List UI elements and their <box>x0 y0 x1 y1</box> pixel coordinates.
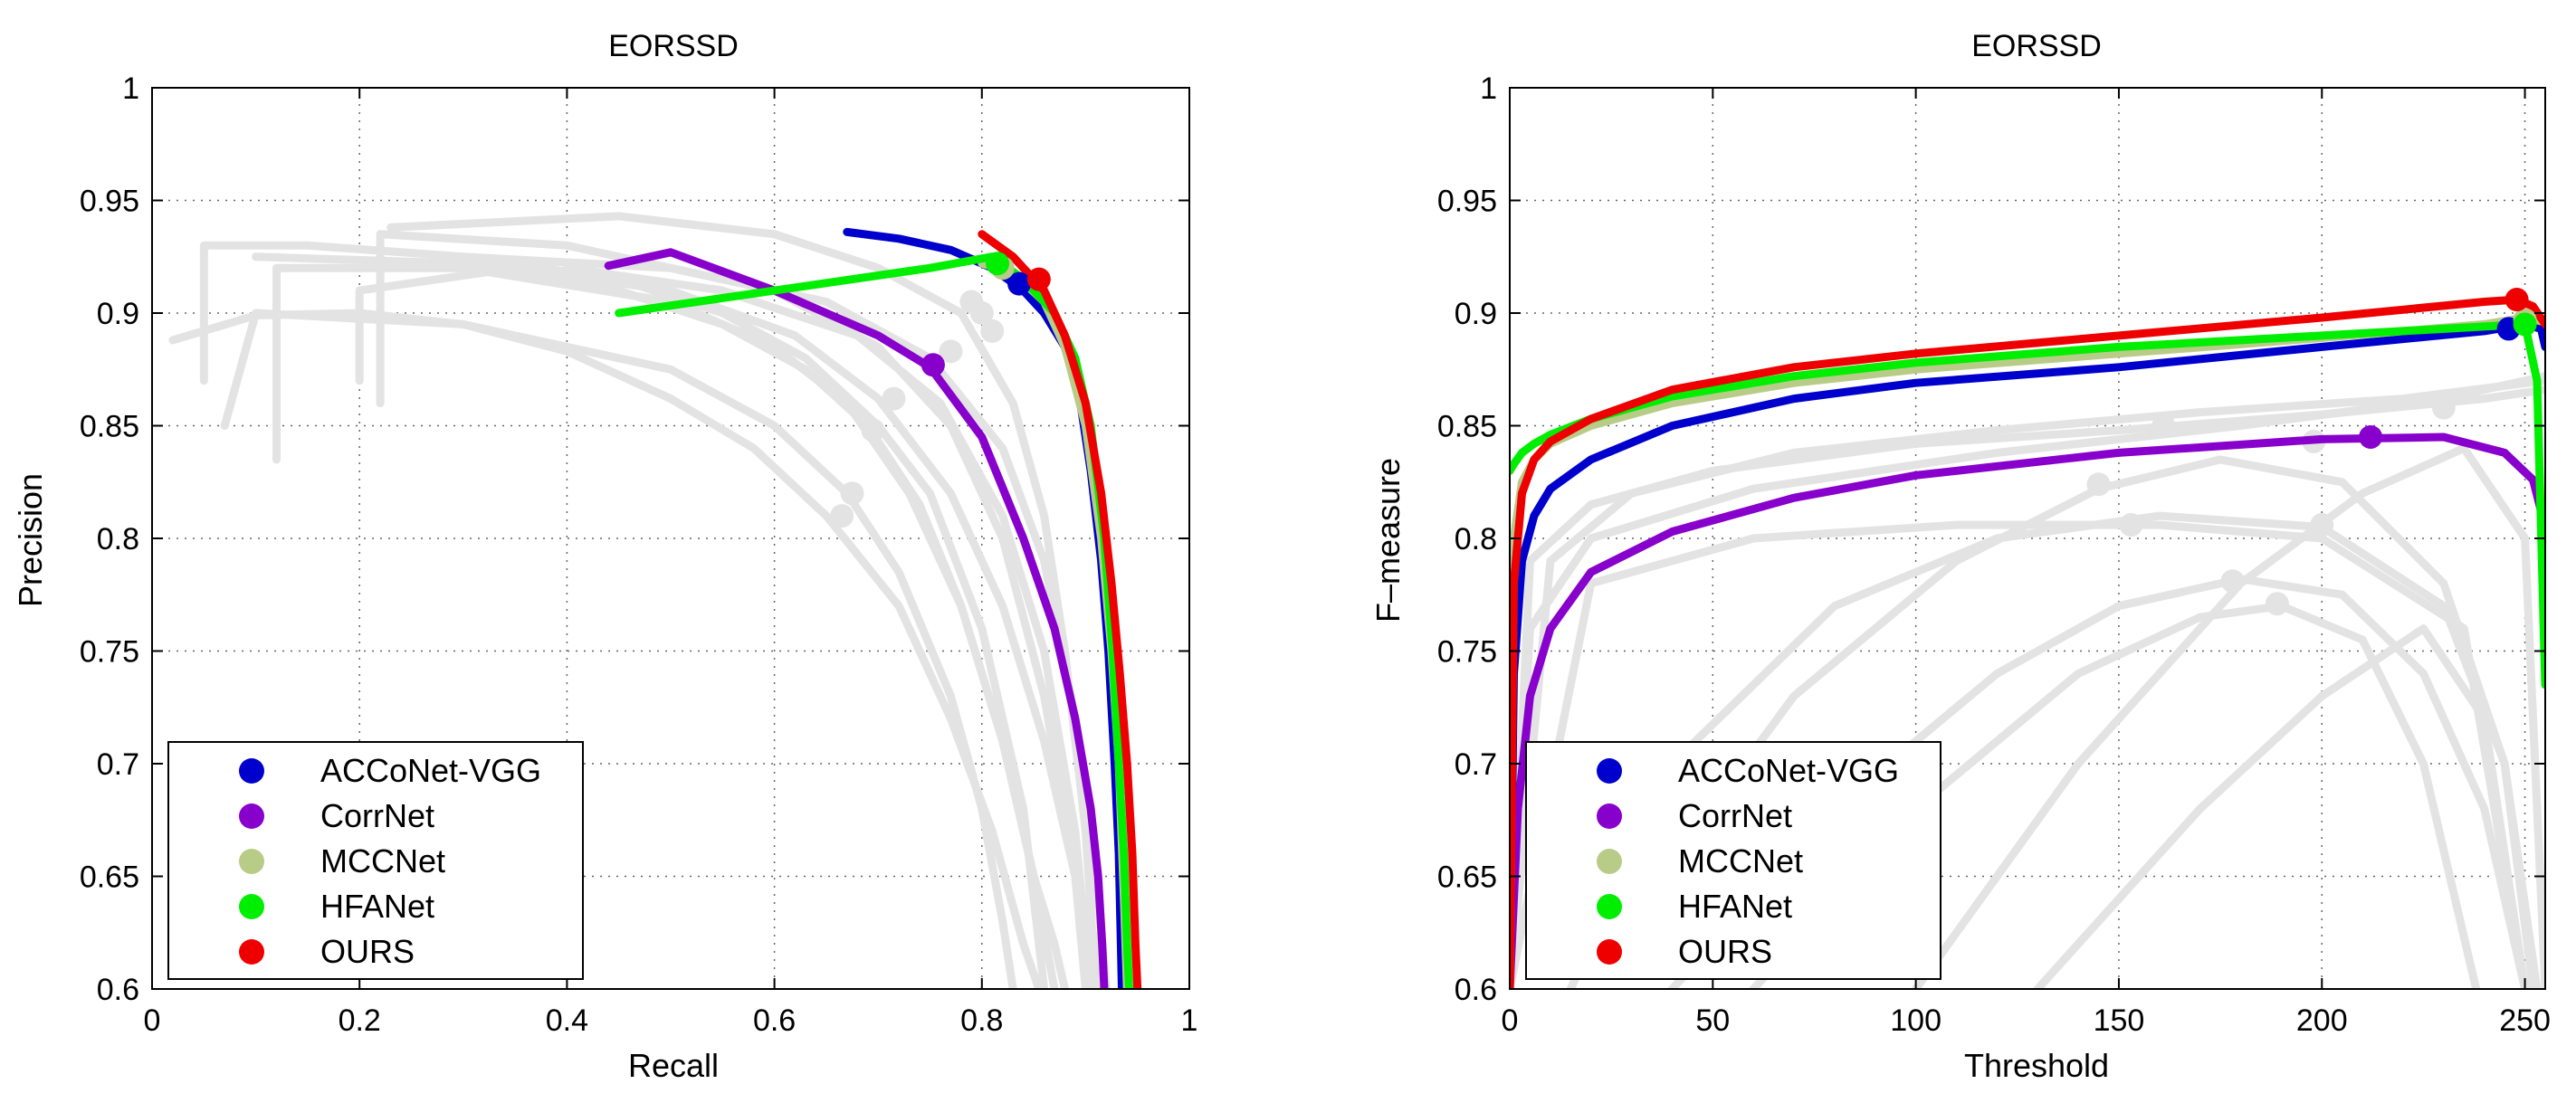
y-tick-label: 0.9 <box>97 297 139 331</box>
background-marker <box>959 290 984 314</box>
y-tick-label: 0.7 <box>1455 747 1497 782</box>
legend-marker <box>239 849 264 874</box>
legend-entry-label: OURS <box>1678 933 1772 970</box>
background-marker <box>2119 513 2143 537</box>
x-tick-label: 50 <box>1695 1003 1730 1038</box>
x-tick-label: 200 <box>2296 1003 2348 1038</box>
y-tick-label: 1 <box>122 71 139 106</box>
y-tick-label: 1 <box>1480 71 1497 106</box>
background-series-line <box>1749 602 2481 989</box>
legend-entry-label: CorrNet <box>320 797 434 834</box>
legend-entry-label: ACCoNet-VGG <box>1678 752 1899 789</box>
background-series-line <box>252 252 1069 989</box>
series-marker-hfanet <box>2513 312 2537 337</box>
series-marker-acconet-vgg <box>1007 271 1032 296</box>
legend-marker <box>1597 758 1622 784</box>
background-marker <box>2310 513 2334 537</box>
y-tick-label: 0.8 <box>97 522 139 556</box>
legend-entry-label: HFANet <box>320 888 434 925</box>
y-tick-label: 0.65 <box>80 861 139 895</box>
y-tick-label: 0.6 <box>97 973 139 1007</box>
y-tick-label: 0.75 <box>80 635 139 670</box>
background-series-line <box>1607 455 2537 989</box>
background-marker <box>830 504 854 528</box>
legend: ACCoNet-VGG CorrNet MCCNet HFANet OURS <box>167 741 584 980</box>
y-tick-label: 0.95 <box>80 185 139 219</box>
x-tick-label: 0 <box>144 1003 161 1038</box>
x-tick-label: 0.6 <box>753 1003 796 1038</box>
background-series-line <box>199 241 1049 989</box>
legend-marker <box>239 803 264 829</box>
background-marker <box>840 481 864 506</box>
legend-box <box>167 741 584 980</box>
legend-box <box>1525 741 1942 980</box>
x-tick-label: 1 <box>1181 1003 1198 1038</box>
legend-entry-label: MCCNet <box>1678 842 1803 880</box>
x-tick-label: 250 <box>2499 1003 2551 1038</box>
series-marker-corrnet <box>2359 424 2383 449</box>
x-tick-label: 0.2 <box>339 1003 381 1038</box>
x-tick-label: 0.8 <box>960 1003 1003 1038</box>
series-marker-corrnet <box>921 353 945 377</box>
background-marker <box>882 386 906 411</box>
background-marker <box>2220 569 2245 594</box>
background-marker <box>939 339 963 364</box>
y-tick-label: 0.8 <box>1455 522 1497 556</box>
y-axis-label: F–measure <box>1369 458 1407 623</box>
background-marker <box>2086 472 2111 497</box>
legend-entry-label: HFANet <box>1678 888 1792 925</box>
fmeasure-chart: EORSSD Threshold F–measure 0 50 100 150 200 2… <box>1369 29 2551 1084</box>
legend-marker <box>1597 803 1622 829</box>
background-series-line <box>1510 376 2545 989</box>
x-tick-label: 0 <box>1502 1003 1519 1038</box>
pr-curve-chart: EORSSD Recall Precision 0 0.2 0.4 0.6 0.8 1 0.… <box>12 29 1197 1084</box>
y-tick-label: 0.85 <box>80 410 139 444</box>
x-tick-label: 0.4 <box>546 1003 588 1038</box>
series-marker-ours <box>2504 288 2529 312</box>
x-axis-label: Recall <box>628 1047 719 1084</box>
x-tick-label: 100 <box>1890 1003 1942 1038</box>
plot-series-group <box>1510 288 2545 989</box>
y-tick-label: 0.7 <box>97 747 139 782</box>
legend-marker <box>1597 939 1622 965</box>
x-axis-label: Threshold <box>1964 1047 2109 1084</box>
legend-marker <box>239 758 264 784</box>
y-tick-label: 0.95 <box>1437 185 1497 219</box>
series-marker-hfanet <box>985 252 1009 276</box>
y-tick-label: 0.75 <box>1437 635 1497 670</box>
background-series-line <box>1510 520 2530 989</box>
legend-entry-label: ACCoNet-VGG <box>320 752 541 789</box>
background-marker <box>2265 592 2289 616</box>
background-marker <box>2151 414 2176 438</box>
legend-entry-label: OURS <box>320 933 415 970</box>
background-marker <box>2431 395 2456 420</box>
y-axis-label: Precision <box>12 473 49 607</box>
y-tick-label: 0.85 <box>1437 410 1497 444</box>
legend-marker <box>239 894 264 919</box>
y-tick-label: 0.9 <box>1455 297 1497 331</box>
background-series-line <box>1912 443 2545 989</box>
background-marker <box>980 319 1005 343</box>
background-series-line <box>2033 624 2530 989</box>
y-tick-label: 0.6 <box>1455 973 1497 1007</box>
chart-title: EORSSD <box>1971 29 2102 63</box>
series-marker-ours <box>1026 267 1051 291</box>
series-line-corrnet <box>1510 433 2545 989</box>
legend-marker <box>1597 849 1622 874</box>
legend: ACCoNet-VGG CorrNet MCCNet HFANet OURS <box>1525 741 1942 980</box>
legend-marker <box>1597 894 1622 919</box>
legend-entry-label: MCCNet <box>320 842 445 880</box>
chart-title: EORSSD <box>608 29 739 63</box>
y-tick-label: 0.65 <box>1437 861 1497 895</box>
background-marker <box>861 418 885 442</box>
background-series-line <box>1510 372 2545 989</box>
x-tick-label: 150 <box>2094 1003 2145 1038</box>
legend-entry-label: CorrNet <box>1678 797 1792 834</box>
legend-marker <box>239 939 264 965</box>
plot-series-group <box>168 212 1142 989</box>
